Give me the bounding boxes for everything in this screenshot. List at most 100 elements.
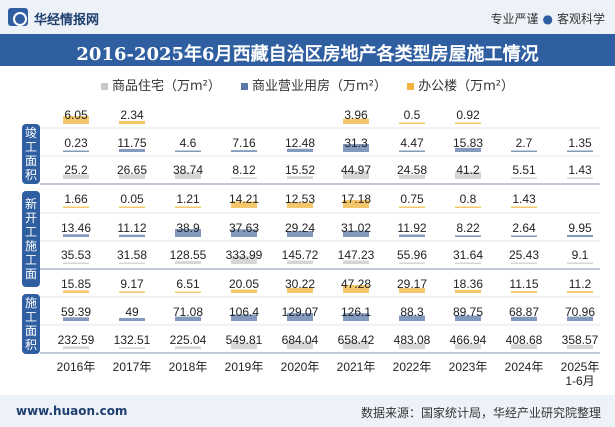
data-bar xyxy=(119,347,145,349)
data-label: 1.66 xyxy=(64,192,88,206)
data-bar xyxy=(63,150,89,152)
data-bar xyxy=(119,234,145,237)
data-label: 408.68 xyxy=(506,333,543,347)
data-bar xyxy=(455,147,481,152)
data-label: 25.2 xyxy=(64,163,88,177)
data-bar xyxy=(455,122,481,124)
slogan-dot: ● xyxy=(542,12,553,26)
data-label: 89.75 xyxy=(453,305,483,319)
data-label: 15.52 xyxy=(285,163,315,177)
data-label: 47.28 xyxy=(341,277,371,291)
data-bar xyxy=(119,120,145,124)
x-tick-label: 2021年 xyxy=(337,360,376,374)
data-bar xyxy=(511,206,537,208)
data-bar xyxy=(175,206,201,208)
data-label: 8.22 xyxy=(456,221,480,235)
data-bar xyxy=(399,150,425,152)
section-label-char: 面 xyxy=(24,267,37,281)
data-bar xyxy=(343,171,369,179)
data-label: 126.1 xyxy=(341,305,371,319)
data-bar xyxy=(231,150,257,152)
data-bar xyxy=(343,144,369,152)
data-bar xyxy=(231,256,257,264)
data-bar xyxy=(511,150,537,152)
data-label: 466.94 xyxy=(450,333,487,347)
data-bar xyxy=(511,262,537,264)
legend-label-residential: 商品住宅（万m²） xyxy=(112,79,221,94)
data-bar xyxy=(119,174,145,179)
data-label: 658.42 xyxy=(338,333,375,347)
header-bar xyxy=(0,0,615,34)
data-bar xyxy=(343,285,369,293)
data-bar xyxy=(175,229,201,237)
data-bar xyxy=(399,206,425,208)
data-bar xyxy=(455,171,481,179)
section-label-char: 开 xyxy=(24,211,37,225)
x-tick-label: 1-6月 xyxy=(565,374,594,388)
data-bar xyxy=(287,202,313,208)
legend-item-commercial: 商业营业用房（万m²） xyxy=(241,75,387,94)
data-label: 41.2 xyxy=(456,163,480,177)
data-bar xyxy=(119,148,145,152)
data-label: 31.02 xyxy=(341,221,371,235)
data-bar xyxy=(455,235,481,237)
data-label: 12.48 xyxy=(285,136,315,150)
section-label-under-construction: 施工面积 xyxy=(22,294,40,354)
data-label: 1.21 xyxy=(176,192,200,206)
section-label-char: 面 xyxy=(24,324,37,338)
data-bar xyxy=(63,234,89,237)
data-bar xyxy=(511,291,537,293)
data-label: 333.99 xyxy=(226,248,263,262)
data-bar xyxy=(455,262,481,264)
data-bar xyxy=(63,206,89,208)
data-label: 44.97 xyxy=(341,163,371,177)
footer-source: 数据来源：国家统计局，华经产业研究院整理 xyxy=(360,406,601,420)
data-bar xyxy=(119,291,145,293)
data-bar xyxy=(63,346,89,349)
data-label: 29.17 xyxy=(397,277,427,291)
data-bar xyxy=(175,346,201,349)
data-label: 6.51 xyxy=(176,277,200,291)
data-bar xyxy=(511,235,537,237)
data-label: 20.05 xyxy=(229,277,259,291)
data-bar xyxy=(567,344,593,349)
footer-website: www.huaon.com xyxy=(16,404,128,418)
data-bar xyxy=(63,317,89,321)
x-tick-label: 2017年 xyxy=(113,360,152,374)
data-bar xyxy=(231,342,257,349)
data-bar xyxy=(455,289,481,293)
x-tick-label: 2024年 xyxy=(505,360,544,374)
legend-item-office: 办公楼（万m²） xyxy=(407,75,514,94)
data-label: 11.12 xyxy=(117,221,146,235)
data-label: 0.23 xyxy=(64,136,88,150)
data-bar xyxy=(511,344,537,349)
data-label: 147.23 xyxy=(338,248,375,262)
data-label: 13.46 xyxy=(61,221,91,235)
data-label: 129.07 xyxy=(282,305,319,319)
data-bar xyxy=(567,316,593,321)
data-label: 8.12 xyxy=(232,163,256,177)
data-label: 15.85 xyxy=(61,277,91,291)
data-bar xyxy=(343,230,369,237)
data-label: 106.4 xyxy=(229,305,259,319)
x-tick-label: 2025年 xyxy=(561,360,600,374)
data-label: 9.1 xyxy=(572,248,589,262)
data-bar xyxy=(287,260,313,264)
data-bar xyxy=(399,122,425,124)
data-bar xyxy=(455,206,481,208)
section-label-char: 竣 xyxy=(24,126,37,140)
data-label: 5.51 xyxy=(512,163,536,177)
data-label: 37.63 xyxy=(229,221,259,235)
section-label-char: 施 xyxy=(24,239,37,253)
data-label: 15.83 xyxy=(453,136,483,150)
data-label: 4.47 xyxy=(400,136,424,150)
data-label: 18.36 xyxy=(453,277,483,291)
data-label: 55.96 xyxy=(397,248,427,262)
data-label: 132.51 xyxy=(114,333,151,347)
x-tick-label: 2023年 xyxy=(449,360,488,374)
data-label: 0.75 xyxy=(400,192,424,206)
footer-bar xyxy=(0,395,615,427)
section-label-completed: 竣工面积 xyxy=(22,124,40,184)
data-label: 0.05 xyxy=(120,192,144,206)
